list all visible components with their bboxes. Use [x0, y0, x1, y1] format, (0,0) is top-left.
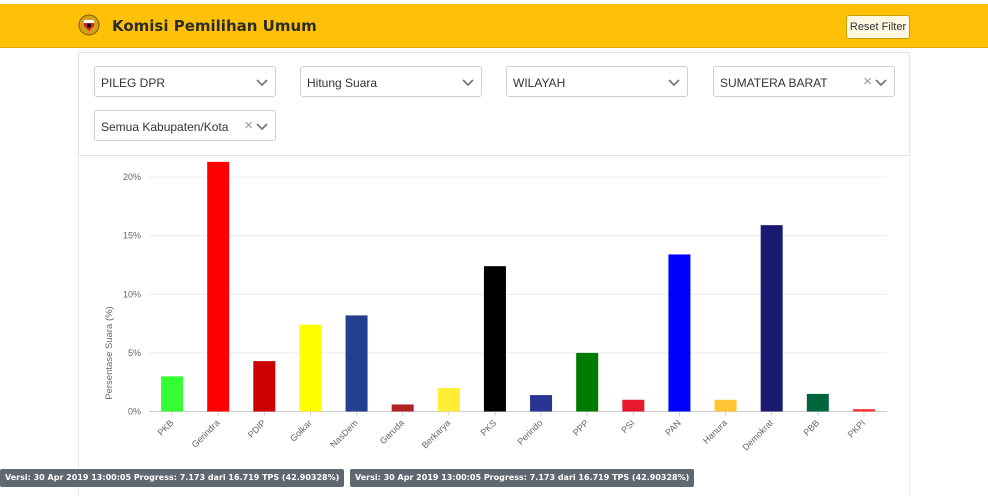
region-level-value: WILAYAH [513, 76, 566, 90]
bar-pkb[interactable] [161, 376, 184, 412]
count-type-select[interactable]: Hitung Suara [300, 66, 482, 97]
clear-icon[interactable]: × [863, 73, 872, 90]
kpu-logo-icon [78, 14, 100, 36]
y-tick-label: 20% [123, 172, 141, 182]
x-tick-label: Garuda [378, 418, 406, 446]
province-value: SUMATERA BARAT [720, 76, 828, 90]
x-tick-label: PKS [479, 418, 499, 438]
regency-value: Semua Kabupaten/Kota [101, 120, 229, 134]
bar-nasdem[interactable] [345, 315, 368, 412]
reset-filter-button[interactable]: Reset Filter [846, 15, 910, 39]
app-title: Komisi Pemilihan Umum [112, 17, 317, 35]
chevron-down-icon [256, 123, 268, 131]
x-tick-label: Berkarya [420, 418, 453, 451]
bar-pan[interactable] [668, 254, 691, 412]
bar-pkpi[interactable] [852, 409, 875, 412]
bar-garuda[interactable] [391, 404, 414, 412]
x-tick-label: PAN [663, 418, 683, 438]
bar-gerindra[interactable] [207, 161, 230, 412]
x-tick-label: Hanura [701, 418, 729, 446]
y-tick-label: 10% [123, 289, 141, 299]
region-level-select[interactable]: WILAYAH [506, 66, 688, 97]
vote-share-bar-chart: 0% 5% 10% 15% 20% PKB Gerindra PDIP Golkar NasDe… [104, 161, 887, 453]
x-tick-label: PDIP [246, 418, 268, 440]
filter-panel: PILEG DPR Hitung Suara WILAYAH SUMATERA … [78, 52, 910, 156]
x-axis-ticks: PKB Gerindra PDIP Golkar NasDem Garuda Berkary… [156, 411, 868, 453]
chevron-down-icon [462, 79, 474, 87]
bar-hanura[interactable] [714, 399, 737, 412]
status-bar-center: Versi: 30 Apr 2019 13:00:05 Progress: 7.… [350, 469, 695, 487]
x-tick-label: NasDem [328, 418, 360, 450]
x-tick-label: PKB [156, 418, 176, 438]
chevron-down-icon [875, 79, 887, 87]
chart-bars [161, 161, 875, 412]
bar-golkar[interactable] [299, 324, 322, 412]
y-tick-label: 15% [123, 231, 141, 241]
x-tick-label: PSI [619, 418, 636, 435]
x-tick-label: Golkar [288, 418, 314, 444]
y-tick-label: 0% [128, 407, 141, 417]
count-type-value: Hitung Suara [307, 76, 378, 90]
x-tick-label: Gerindra [190, 418, 222, 450]
x-tick-label: PBB [801, 418, 821, 438]
x-tick-label: PKPI [846, 418, 868, 440]
bar-demokrat[interactable] [760, 225, 783, 412]
bar-pbb[interactable] [806, 393, 829, 412]
x-tick-label: Demokrat [740, 417, 775, 452]
bar-psi[interactable] [622, 399, 645, 412]
province-select[interactable]: SUMATERA BARAT × [713, 66, 895, 97]
bar-ppp[interactable] [576, 352, 599, 412]
bar-perindo[interactable] [530, 395, 553, 412]
x-tick-label: Perindo [515, 418, 544, 447]
chevron-down-icon [668, 79, 680, 87]
bar-pdip[interactable] [253, 361, 276, 412]
chart-panel: 0% 5% 10% 15% 20% PKB Gerindra PDIP Golkar NasDe… [78, 156, 910, 496]
election-type-value: PILEG DPR [101, 76, 166, 90]
bar-berkarya[interactable] [437, 388, 460, 412]
status-bar-left: Versi: 30 Apr 2019 13:00:05 Progress: 7.… [0, 469, 345, 487]
bar-pks[interactable] [483, 266, 506, 412]
top-bar: Komisi Pemilihan Umum Reset Filter [0, 4, 988, 48]
y-tick-label: 5% [128, 348, 141, 358]
y-axis-ticks: 0% 5% 10% 15% 20% [123, 172, 141, 416]
election-type-select[interactable]: PILEG DPR [94, 66, 276, 97]
x-tick-label: PPP [571, 418, 591, 438]
y-axis-label: Persentase Suara (%) [104, 306, 115, 399]
clear-icon[interactable]: × [244, 117, 253, 134]
chevron-down-icon [256, 79, 268, 87]
regency-select[interactable]: Semua Kabupaten/Kota × [94, 110, 276, 141]
